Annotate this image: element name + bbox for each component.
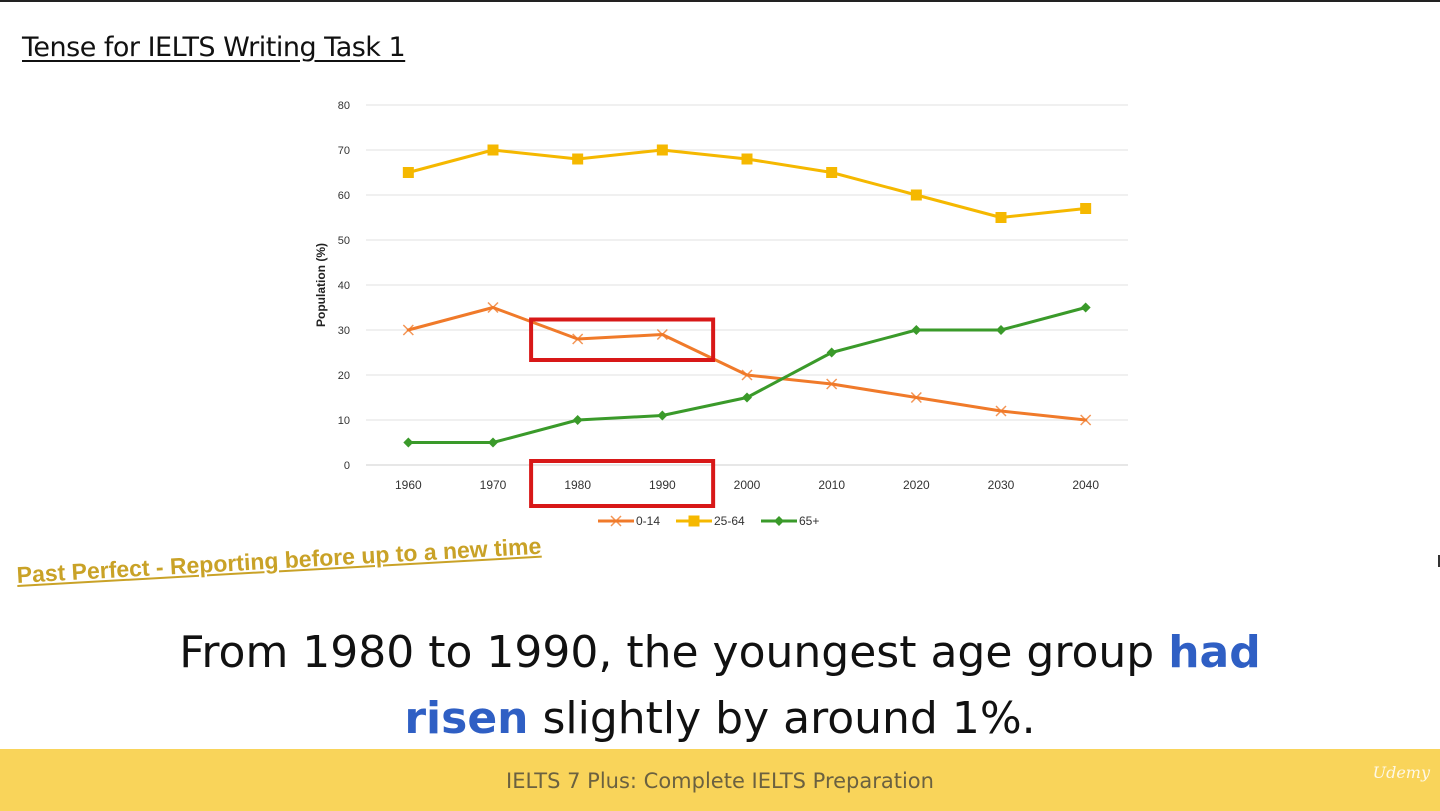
data-point-25-64 [402,167,414,178]
data-point-25-64 [741,153,753,165]
legend-marker [610,515,622,527]
data-point-65 [572,415,583,425]
series-25-64 [402,144,1092,223]
y-tick-label: 40 [338,280,350,292]
data-point-65 [1080,302,1091,313]
y-tick-label: 30 [338,325,350,337]
series-line-0-14 [406,306,1088,422]
data-point-0-14 [572,333,584,345]
chart-legend: 0-14 25-64 65+ [598,514,819,528]
data-point-25-64 [656,144,668,156]
y-tick-label: 60 [338,190,350,202]
chart-series [402,144,1092,448]
legend-marker [774,516,784,526]
y-tick-label: 0 [344,460,350,472]
x-tick-label: 2030 [988,478,1015,492]
footer-text: IELTS 7 Plus: Complete IELTS Preparation [506,769,934,793]
data-point-0-14 [741,369,753,381]
example-sentence: From 1980 to 1990, the youngest age grou… [0,620,1440,752]
y-tick-labels: 0 10 20 30 40 50 60 70 80 [338,100,350,472]
y-tick-label: 80 [338,100,350,112]
udemy-logo: Udemy [1372,763,1430,782]
y-tick-label: 50 [338,235,350,247]
x-tick-label: 1970 [480,478,507,492]
x-tick-label: 2000 [734,478,761,492]
x-tick-label: 2040 [1072,478,1099,492]
x-tick-label: 1990 [649,478,676,492]
x-tick-label: 1960 [395,478,422,492]
legend-marker [688,515,700,527]
data-point-65 [742,392,752,403]
sentence-emphasis-risen: risen [404,693,529,744]
data-point-65 [911,325,922,335]
y-axis-label: Population (%) [314,243,328,327]
highlight-box-axis [529,459,716,508]
data-point-65 [657,410,668,421]
data-point-25-64 [995,212,1007,223]
x-tick-labels: 1960 1970 1980 1990 2000 2010 2020 2030 2040 [395,478,1099,492]
scrollbar-marker [1438,555,1440,567]
x-tick-label: 1980 [564,478,591,492]
data-point-25-64 [487,144,499,156]
x-tick-label: 2020 [903,478,930,492]
data-point-0-14 [402,324,414,336]
sentence-part-1: From 1980 to 1990, the youngest age grou… [179,627,1169,678]
series-0-14 [402,301,1092,426]
x-tick-label: 2010 [818,478,845,492]
data-point-0-14 [826,378,838,390]
data-point-25-64 [910,189,922,201]
highlight-box-series [529,317,716,362]
highlight-boxes [529,317,716,508]
data-point-65 [403,437,414,448]
legend-label: 0-14 [636,514,660,528]
course-footer: IELTS 7 Plus: Complete IELTS Preparation… [0,749,1440,811]
data-point-25-64 [1080,203,1092,214]
data-point-0-14 [910,391,922,404]
data-point-65 [488,437,498,448]
data-point-0-14 [995,405,1007,417]
data-point-25-64 [826,167,838,178]
data-point-65 [996,325,1006,335]
sentence-part-2: slightly by around 1%. [528,693,1036,744]
data-point-0-14 [487,301,499,314]
y-tick-label: 70 [338,145,350,157]
legend-label: 65+ [799,514,819,528]
data-point-0-14 [1080,414,1092,426]
data-point-25-64 [572,153,584,165]
sentence-emphasis-had: had [1168,627,1261,678]
data-point-0-14 [656,328,668,341]
data-point-65 [826,347,837,358]
legend-label: 25-64 [714,514,745,528]
y-tick-label: 20 [338,370,350,382]
series-65 [403,302,1091,448]
slide-title: Tense for IELTS Writing Task 1 [22,32,406,63]
y-tick-label: 10 [338,415,350,427]
